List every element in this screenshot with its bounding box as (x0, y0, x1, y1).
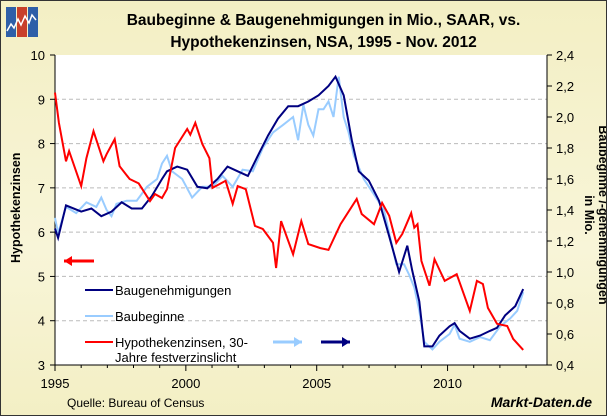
x-tick-label: 1995 (41, 376, 70, 391)
y-left-tick-label: 7 (38, 181, 45, 196)
y-right-tick-label: 1,8 (556, 141, 574, 156)
y-right-tick-label: 1,0 (556, 265, 574, 280)
x-tick-label: 2010 (433, 376, 462, 391)
y-right-tick-label: 1,2 (556, 234, 574, 249)
y-left-tick-label: 5 (38, 269, 45, 284)
x-tick-label: 2000 (171, 376, 200, 391)
x-tick-label: 2005 (302, 376, 331, 391)
y-right-tick-label: 0,6 (556, 327, 574, 342)
y-left-tick-label: 9 (38, 92, 45, 107)
legend-label: Jahre festverzinslicht (115, 350, 237, 365)
y-axis-left-title: Hypothekenzinsen (9, 152, 23, 263)
series-baubeginne (54, 76, 525, 351)
series-baugenehmigungen (54, 74, 525, 348)
y-left-tick-label: 8 (38, 137, 45, 152)
y-right-tick-label: 1,6 (556, 172, 574, 187)
y-right-tick-label: 2,0 (556, 110, 574, 125)
brand-label: Markt-Daten.de (490, 394, 592, 410)
legend-label: Baubeginne (115, 309, 184, 324)
y-left-tick-label: 6 (38, 225, 45, 240)
y-right-tick-label: 2,4 (556, 48, 574, 63)
y-right-tick-label: 0,8 (556, 296, 574, 311)
logo-icon (6, 7, 38, 37)
legend-label: Hypothekenzinsen, 30- (115, 335, 248, 350)
y-right-tick-label: 2,2 (556, 79, 574, 94)
title-line-2: Hypothekenzinsen, NSA, 1995 - Nov. 2012 (170, 34, 477, 51)
y-left-tick-label: 3 (38, 358, 45, 373)
y-left-tick-label: 10 (31, 48, 45, 63)
chart-title: Baubeginne & Baugenehmigungen in Mio., S… (41, 10, 606, 54)
left-axis-arrow-icon-head (64, 256, 72, 266)
title-line-1: Baubeginne & Baugenehmigungen in Mio., S… (126, 12, 521, 29)
y-right-tick-label: 0,4 (556, 358, 574, 373)
plot-area (55, 55, 547, 365)
legend-label: Baugenehmigungen (115, 283, 231, 298)
right-axis-arrow-icon-head (342, 337, 350, 347)
y-right-tick-label: 1,4 (556, 203, 574, 218)
y-axis-right-title: Baubeginne /-genehmigungen in Mio. (582, 125, 607, 305)
right-axis-arrow-icon-head (294, 337, 302, 347)
series-hypothekenzinsen (54, 92, 524, 351)
y-left-tick-label: 4 (38, 314, 45, 329)
source-note: Quelle: Bureau of Census (67, 396, 205, 410)
